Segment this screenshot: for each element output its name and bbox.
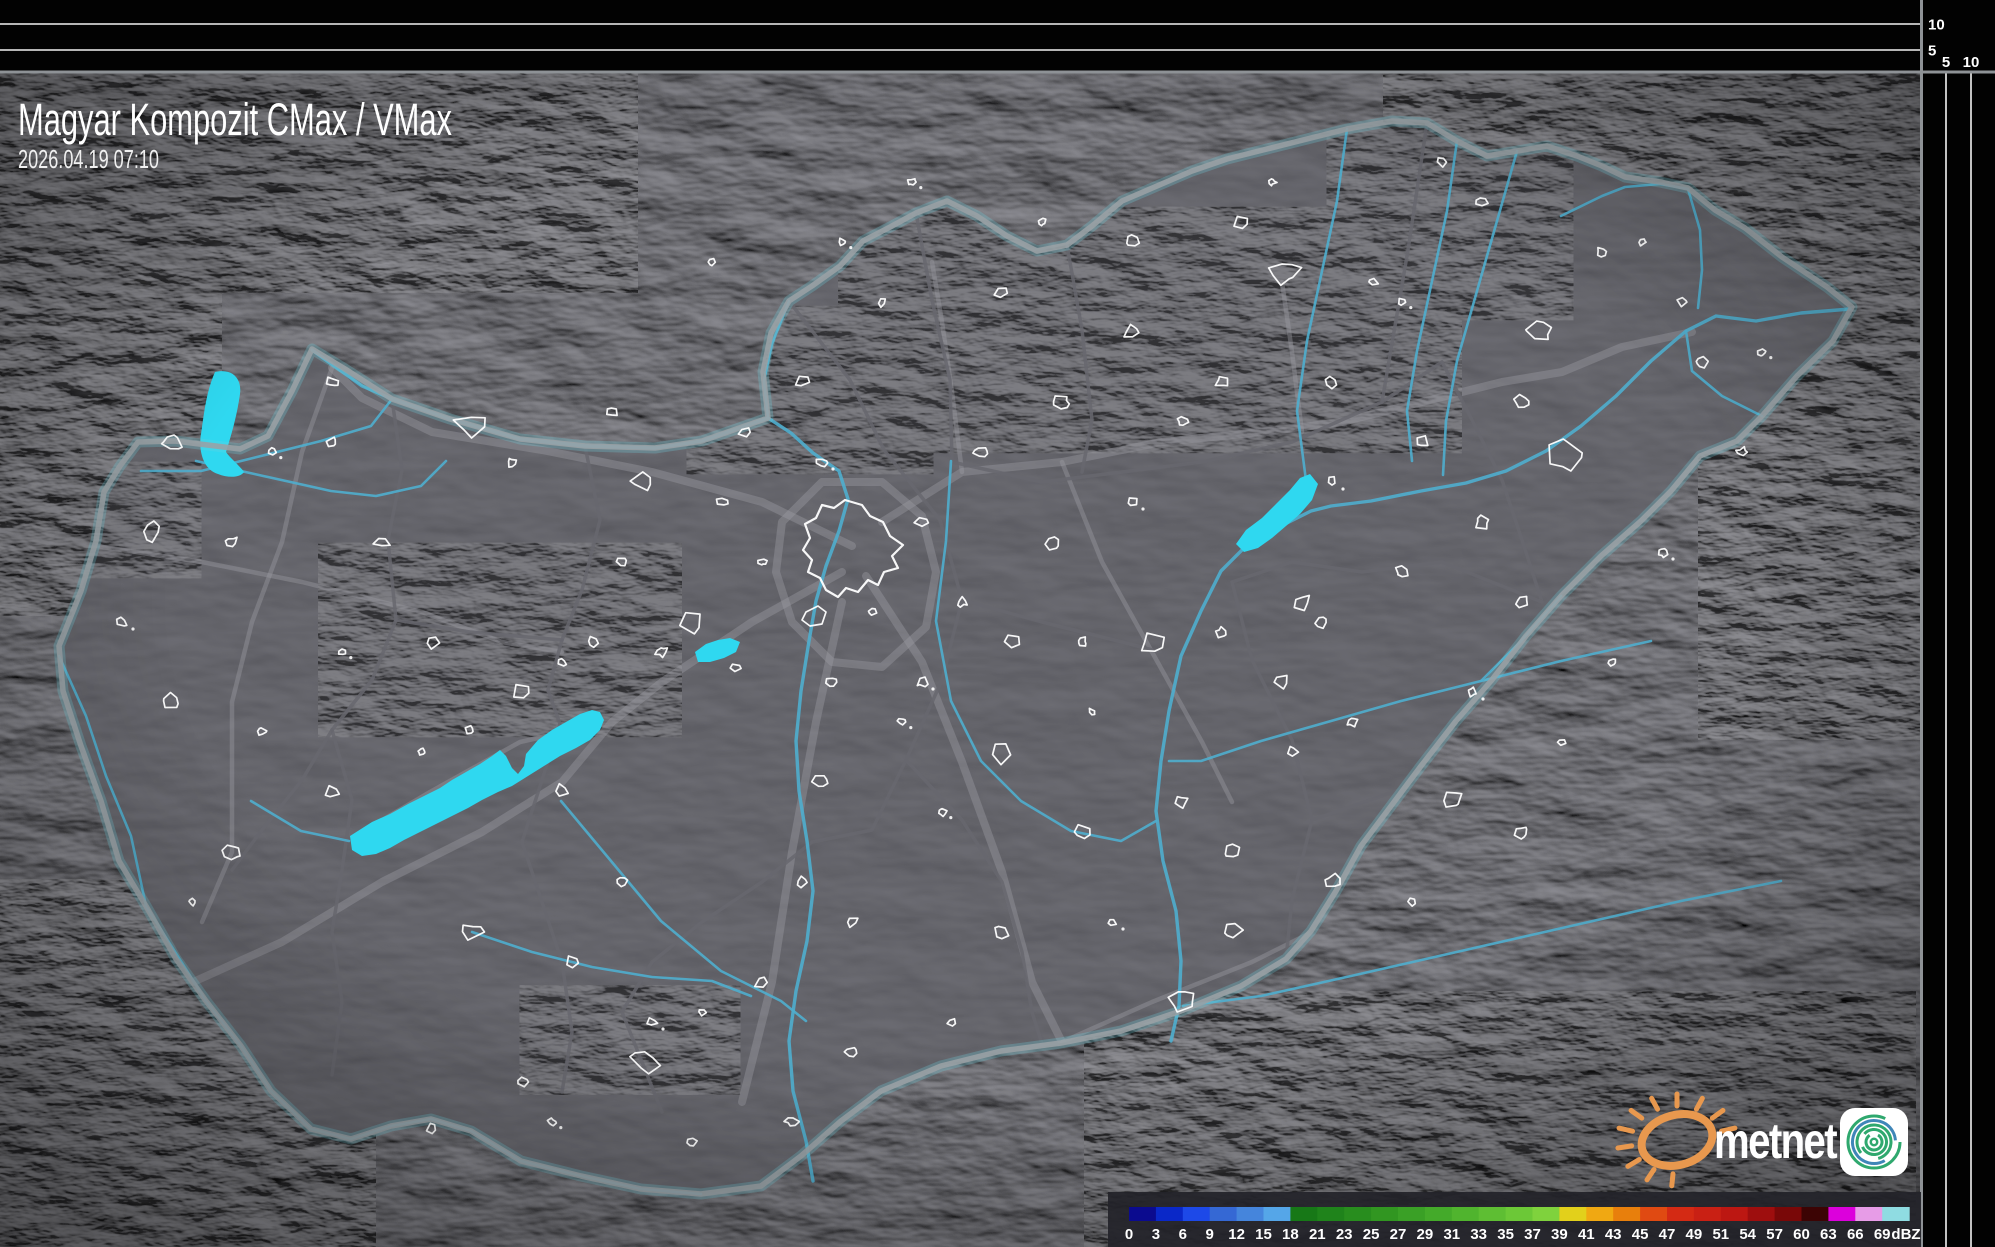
map-area: [0, 73, 1920, 1247]
top-axis-tick-label: 10: [1928, 17, 1945, 34]
right-axis-tick-label: 5: [1942, 54, 1950, 71]
colorbar-tick-label: 51: [1712, 1226, 1729, 1243]
swirl-arc: [1855, 1123, 1893, 1161]
colorbar-tick-label: 29: [1417, 1226, 1434, 1243]
vignette: [0, 73, 1920, 1247]
swirl-arc: [1860, 1128, 1888, 1156]
right-cross-section-panel: [1923, 0, 1995, 1247]
sun-ray: [1625, 1157, 1642, 1169]
colorbar-tick-label: 3: [1152, 1226, 1160, 1243]
colorbar-tick-label: 69: [1874, 1226, 1891, 1243]
sun-ray: [1669, 1171, 1676, 1189]
map-datetime: 2026.04.19 07:10: [18, 144, 159, 174]
sun-ray: [1709, 1107, 1726, 1121]
top-cross-section-panel: [0, 0, 1995, 71]
colorbar-tick-label: 66: [1847, 1226, 1864, 1243]
swirl-icon-arcs: [1846, 1114, 1902, 1170]
sun-ray: [1718, 1125, 1738, 1134]
colorbar-tick-label: 33: [1470, 1226, 1487, 1243]
colorbar-tick-label: 23: [1336, 1226, 1353, 1243]
colorbar-tick-label: 6: [1179, 1226, 1187, 1243]
colorbar-tick-label: 49: [1686, 1226, 1703, 1243]
colorbar-tick-label: 9: [1206, 1226, 1214, 1243]
colorbar-tick-label: 35: [1497, 1226, 1514, 1243]
dbz-colorbar: 0 3 6 9 12 15 18 21 23 25 27 29 31 33 35 37 39 41 43 45 47 49…: [1108, 1192, 1921, 1247]
colorbar-tick-label: 25: [1363, 1226, 1380, 1243]
colorbar-tick-label: 12: [1228, 1226, 1245, 1243]
map-title: Magyar Kompozit CMax / VMax: [18, 94, 452, 145]
swirl-arc: [1846, 1114, 1902, 1170]
colorbar-tick-label: 15: [1255, 1226, 1272, 1243]
right-axis-tick-label: 10: [1963, 54, 1980, 71]
colorbar-tick-label: 21: [1309, 1226, 1326, 1243]
right-axis: 5 10: [1942, 54, 1980, 1247]
colorbar-tick-label: 43: [1605, 1226, 1622, 1243]
colorbar-tick-label: 47: [1659, 1226, 1676, 1243]
swirl-arc: [1864, 1132, 1884, 1152]
colorbar-tick-label: 63: [1820, 1226, 1837, 1243]
colorbar-tick-label: 27: [1390, 1226, 1407, 1243]
colorbar-tick-label: 18: [1282, 1226, 1299, 1243]
colorbar-labels: 0 3 6 9 12 15 18 21 23 25 27 29 31 33 35 37 39 41 43 45 47 49…: [1125, 1226, 1891, 1243]
metnet-logo: metnet: [1615, 1091, 1908, 1189]
top-axis: 10 5: [0, 17, 1945, 60]
sun-ray: [1649, 1095, 1661, 1112]
colorbar-tick-label: 60: [1793, 1226, 1810, 1243]
logo-brand-text: metnet: [1714, 1113, 1838, 1169]
colorbar-tick-label: 39: [1551, 1226, 1568, 1243]
sun-ray: [1644, 1166, 1657, 1183]
sun-icon: [1615, 1091, 1738, 1189]
swirl-arc: [1851, 1119, 1897, 1165]
colorbar-unit: dBZ: [1891, 1226, 1920, 1243]
sun-ray: [1615, 1143, 1635, 1151]
colorbar-tick-label: 0: [1125, 1226, 1133, 1243]
sun-ray: [1616, 1125, 1636, 1134]
sun-ray: [1628, 1107, 1645, 1121]
colorbar-tick-label: 57: [1766, 1226, 1783, 1243]
swirl-app-icon: [1840, 1108, 1908, 1176]
colorbar-tick-label: 45: [1632, 1226, 1649, 1243]
top-axis-tick-label: 5: [1928, 43, 1936, 60]
colorbar-segments: [1129, 1207, 1910, 1221]
colorbar-tick-label: 37: [1524, 1226, 1541, 1243]
colorbar-tick-label: 31: [1443, 1226, 1460, 1243]
colorbar-tick-label: 54: [1739, 1226, 1756, 1243]
sun-ray: [1693, 1095, 1705, 1112]
colorbar-tick-label: 41: [1578, 1226, 1595, 1243]
swirl-center: [1869, 1137, 1879, 1147]
